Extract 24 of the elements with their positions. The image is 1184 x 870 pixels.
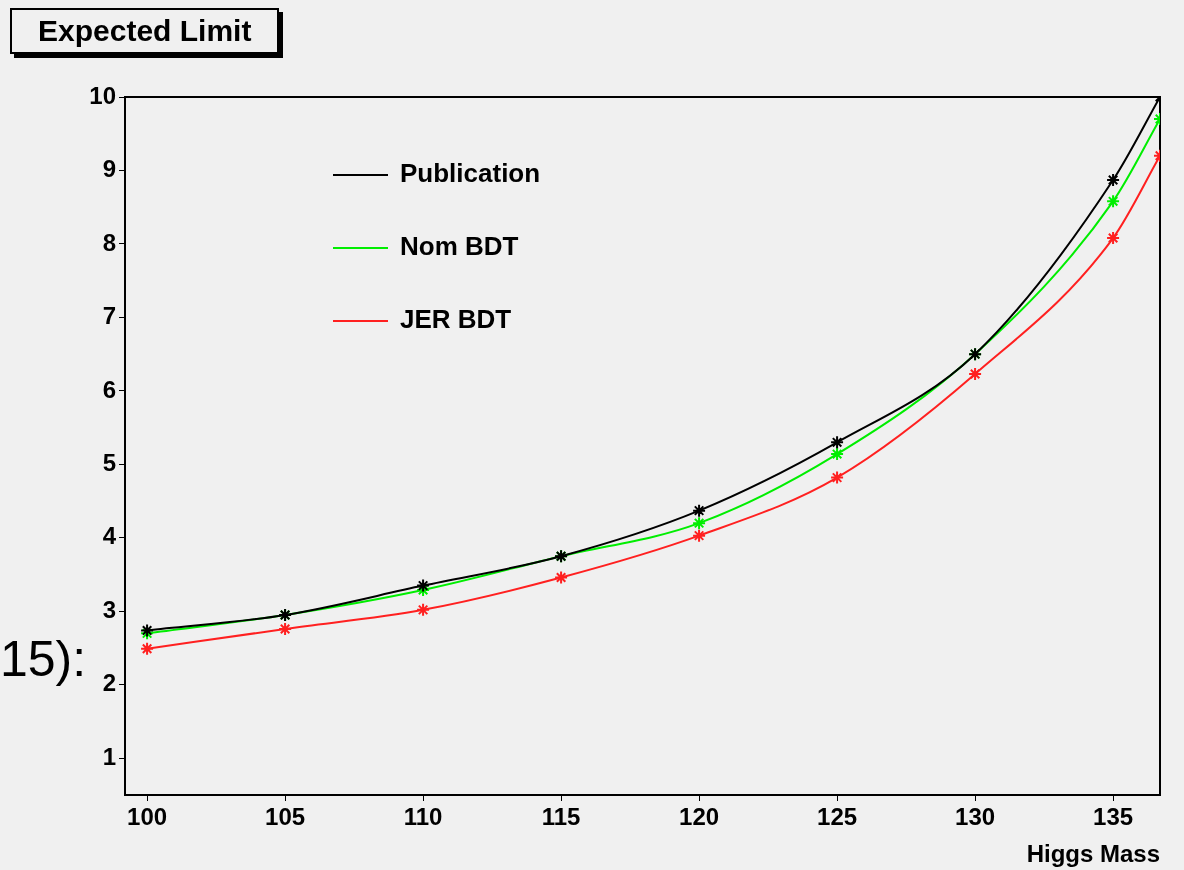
legend-label: Nom BDT [400, 231, 519, 262]
y-tick-label: 5 [102, 448, 116, 476]
y-tick-label: 6 [102, 375, 116, 403]
x-tick-label: 120 [679, 803, 720, 831]
x-tick-label: 125 [817, 803, 858, 831]
y-tick-label: 2 [102, 669, 116, 697]
y-tick-label: 9 [102, 155, 116, 183]
x-tick-label: 110 [403, 803, 443, 831]
x-tick-label: 115 [541, 803, 581, 831]
x-tick-label: 105 [265, 803, 306, 831]
y-tick-label: 4 [102, 522, 117, 550]
chart-title: Expected Limit [10, 8, 280, 54]
x-axis-title: Higgs Mass [1026, 840, 1160, 868]
text: 15): [0, 630, 87, 688]
y-tick-label: 10 [89, 81, 116, 109]
x-tick-label: 135 [1093, 803, 1134, 831]
y-tick-label: 3 [102, 595, 116, 623]
y-tick-label: 8 [102, 228, 116, 256]
legend-label: Publication [400, 158, 541, 189]
y-tick-label: 1 [102, 742, 116, 770]
legend-label: JER BDT [400, 304, 512, 335]
y-tick-label: 7 [102, 302, 116, 330]
x-tick-label: 130 [955, 803, 996, 831]
x-tick-label: 100 [127, 803, 168, 831]
